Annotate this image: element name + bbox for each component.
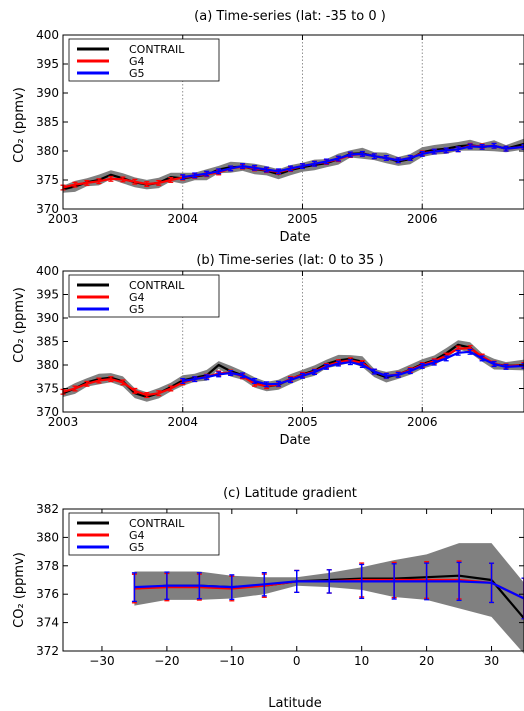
panel-c-xtick-label: −10 xyxy=(219,654,244,668)
panel-c-contrail-band xyxy=(134,543,524,654)
panel-b-legend-label-g5: G5 xyxy=(129,303,145,316)
panel-c-xtick-label: −30 xyxy=(89,654,114,668)
panel-c-axes-frame xyxy=(62,508,524,652)
panel-a-xtick-label: 2004 xyxy=(167,212,198,226)
panel-a-ytick-label: 400 xyxy=(36,28,59,42)
panel-a: (a) Time-series (lat: -35 to 0 ) Date CO… xyxy=(12,9,524,245)
panel-c-g5-line xyxy=(134,580,524,600)
panel-b-ytick-label: 375 xyxy=(36,382,59,396)
panel-b-xtick-label: 2005 xyxy=(287,415,318,429)
panel-c-ytick-label: 372 xyxy=(36,644,59,658)
panel-c-ytick-label: 380 xyxy=(36,530,59,544)
panel-a-ytick-label: 395 xyxy=(36,57,59,71)
panel-a-xtick-label: 2003 xyxy=(48,212,79,226)
panel-a-ytick-label: 385 xyxy=(36,115,59,129)
panel-b-ytick-label: 395 xyxy=(36,288,59,302)
panel-b-ytick-label: 390 xyxy=(36,311,59,325)
panel-b-legend-label-g4: G4 xyxy=(129,291,145,304)
panel-b-g5-line xyxy=(182,350,524,386)
panel-b-xtick-label: 2003 xyxy=(48,415,79,429)
panel-a-xtick-label: 2005 xyxy=(287,212,318,226)
panel-c-legend-label-g5: G5 xyxy=(129,541,145,554)
panel-c-xtick-label: 10 xyxy=(354,654,369,668)
panel-a-ylabel: CO₂ (ppmv) xyxy=(12,87,27,163)
panel-c-xlabel: Latitude xyxy=(268,696,322,711)
panel-b-ytick-label: 370 xyxy=(36,405,59,419)
panel-c-ylabel: CO₂ (ppmv) xyxy=(12,552,27,628)
panel-a-legend-label-contrail: CONTRAIL xyxy=(129,43,185,56)
panel-b-ytick-label: 400 xyxy=(36,264,59,278)
panel-c-legend-label-contrail: CONTRAIL xyxy=(129,517,185,530)
panel-b-plot-area: 370 375 380 385 390 395 400 2003 2004 2005 2006 CON… xyxy=(36,264,524,429)
panel-a-legend-label-g4: G4 xyxy=(129,55,145,68)
panel-b-title: (b) Time-series (lat: 0 to 35 ) xyxy=(196,253,383,268)
panel-c-ytick-label: 382 xyxy=(36,502,59,516)
panel-c-ytick-label: 376 xyxy=(36,587,59,601)
panel-a-g5-line xyxy=(182,144,524,179)
panel-b-ylabel: CO₂ (ppmv) xyxy=(12,287,27,363)
panel-a-ytick-label: 370 xyxy=(36,202,59,216)
panel-a-legend-label-g5: G5 xyxy=(129,67,145,80)
panel-c-xtick-label: −20 xyxy=(154,654,179,668)
panel-c-plot-area: 372 374 376 378 380 382 −30 −20 −10 0 10 20 30 CONTRA… xyxy=(36,502,524,668)
panel-b: (b) Time-series (lat: 0 to 35 ) Date CO₂… xyxy=(12,253,524,448)
panel-c-xtick-label: 20 xyxy=(419,654,434,668)
panel-a-plot-area: 370 375 380 385 390 395 400 2003 2004 2005 2006 CON… xyxy=(36,28,524,226)
panel-c-ytick-label: 378 xyxy=(36,559,59,573)
panel-c-xtick-label: 30 xyxy=(484,654,499,668)
panel-b-ytick-label: 385 xyxy=(36,335,59,349)
panel-b-ytick-label: 380 xyxy=(36,358,59,372)
panel-a-xtick-label: 2006 xyxy=(407,212,438,226)
panel-b-contrail-band xyxy=(63,340,524,402)
panel-c-xtick-label: 0 xyxy=(293,654,301,668)
panel-b-xlabel: Date xyxy=(279,433,310,448)
panel-c-legend-label-g4: G4 xyxy=(129,529,145,542)
panel-b-xtick-label: 2006 xyxy=(407,415,438,429)
panel-a-ytick-label: 390 xyxy=(36,86,59,100)
panel-c-title: (c) Latitude gradient xyxy=(223,486,357,501)
panel-a-ytick-label: 380 xyxy=(36,144,59,158)
panel-a-title: (a) Time-series (lat: -35 to 0 ) xyxy=(194,9,386,24)
panel-c: (c) Latitude gradient Latitude CO₂ (ppmv… xyxy=(12,486,524,711)
panel-a-ytick-label: 375 xyxy=(36,173,59,187)
panel-b-xtick-label: 2004 xyxy=(167,415,198,429)
panel-c-ytick-label: 374 xyxy=(36,616,59,630)
panel-b-legend-label-contrail: CONTRAIL xyxy=(129,279,185,292)
panel-a-xlabel: Date xyxy=(279,230,310,245)
